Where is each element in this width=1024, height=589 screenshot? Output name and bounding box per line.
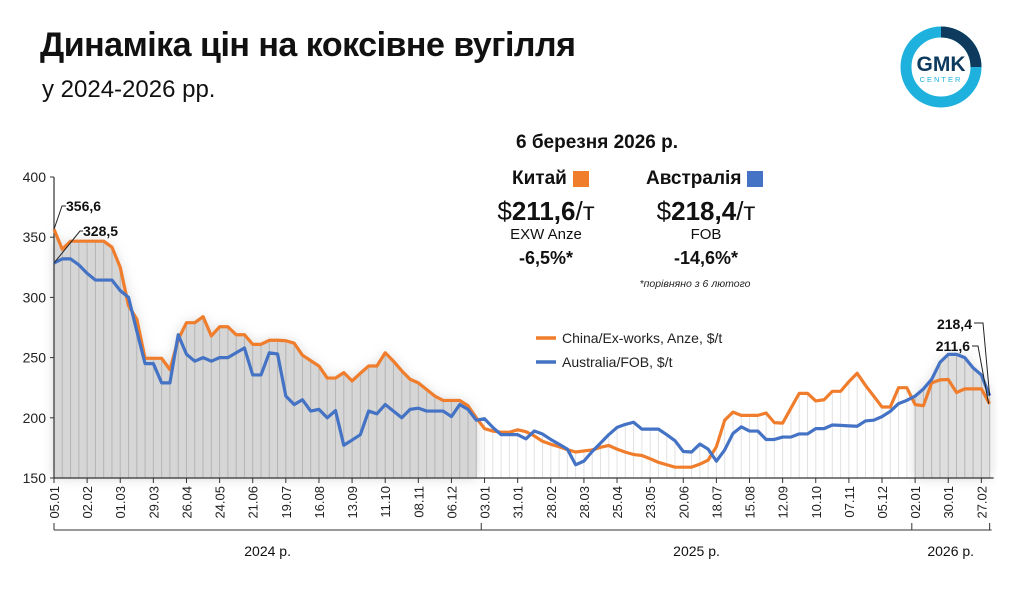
x-tick-label: 10.10 bbox=[809, 486, 824, 519]
china-basis: EXW Anze bbox=[510, 226, 582, 243]
svg-text:CENTER: CENTER bbox=[920, 75, 963, 84]
australia-price: $218,4/т bbox=[626, 196, 786, 227]
unit: /т bbox=[575, 196, 595, 226]
y-tick-label: 350 bbox=[23, 229, 47, 245]
currency: $ bbox=[497, 196, 512, 226]
y-tick-label: 400 bbox=[23, 169, 47, 185]
x-tick-label: 28.02 bbox=[544, 486, 559, 519]
summary-date: 6 березня 2026 р. bbox=[515, 132, 679, 153]
x-tick-label: 03.01 bbox=[478, 486, 493, 519]
y-tick-label: 250 bbox=[23, 350, 47, 366]
china-price-value: 211,6 bbox=[511, 196, 576, 226]
x-tick-label: 16.08 bbox=[312, 486, 327, 519]
area-fill-2026 bbox=[915, 354, 990, 478]
australia-color-swatch bbox=[747, 171, 764, 187]
x-tick-label: 23.05 bbox=[643, 486, 658, 519]
y-tick-label: 300 bbox=[23, 289, 47, 305]
area-fill-2024 bbox=[54, 229, 477, 478]
y-tick-label: 150 bbox=[23, 470, 47, 486]
unit: /т bbox=[736, 196, 756, 226]
legend-label: Australia/FOB, $/t bbox=[562, 354, 673, 370]
china-label: Китай bbox=[512, 168, 589, 190]
x-tick-label: 21.06 bbox=[246, 486, 261, 519]
gmk-center-logo: GMK CENTER bbox=[900, 26, 982, 108]
australia-label: Австралія bbox=[646, 168, 764, 190]
y-tick-label: 200 bbox=[23, 410, 47, 426]
x-tick-label: 05.12 bbox=[875, 486, 890, 519]
annotation-label: 218,4 bbox=[937, 316, 972, 332]
axes: 150 200 250 300 350 400 05.01 02.02 01.03 29.03 26… bbox=[23, 169, 994, 559]
x-tick-label: 08.11 bbox=[411, 486, 426, 518]
x-tick-label: 18.07 bbox=[709, 486, 724, 519]
annotation-label: 211,6 bbox=[936, 338, 970, 354]
page-title: Динаміка цін на коксівне вугілля bbox=[40, 26, 576, 64]
x-tick-label: 31.01 bbox=[511, 486, 526, 519]
x-tick-label: 13.09 bbox=[345, 486, 360, 519]
x-tick-label: 19.07 bbox=[279, 486, 294, 519]
area-fills bbox=[54, 229, 990, 478]
annotation-leader bbox=[53, 205, 66, 230]
china-price: $211,6/т bbox=[466, 196, 626, 227]
svg-text:GMK: GMK bbox=[917, 53, 966, 76]
australia-label-text: Австралія bbox=[646, 168, 742, 189]
x-tick-label: 06.12 bbox=[444, 486, 459, 519]
x-tick-label: 27.02 bbox=[974, 486, 989, 519]
x-tick-label: 02.01 bbox=[908, 486, 923, 519]
australia-fob-line bbox=[53, 257, 992, 467]
annotation-label: 328,5 bbox=[83, 223, 118, 239]
australia-basis: FOB bbox=[690, 226, 722, 243]
legend: China/Ex-works, Anze, $/t Australia/FOB, … bbox=[536, 330, 722, 370]
x-tick-label: 20.06 bbox=[676, 486, 691, 519]
china-color-swatch bbox=[572, 171, 589, 187]
x-tick-label: 30.01 bbox=[941, 486, 956, 519]
year-label: 2025 р. bbox=[673, 543, 720, 559]
x-tick-label: 02.02 bbox=[80, 486, 95, 519]
x-tick-label: 15.08 bbox=[743, 486, 758, 519]
annotation-leader bbox=[974, 322, 991, 396]
x-tick-label: 24.05 bbox=[213, 486, 228, 519]
week-gridlines bbox=[53, 229, 991, 478]
x-tick-label: 11.10 bbox=[378, 486, 393, 518]
legend-label: China/Ex-works, Anze, $/t bbox=[562, 330, 722, 346]
australia-price-value: 218,4 bbox=[671, 196, 737, 226]
currency: $ bbox=[656, 196, 672, 226]
china-change: -6,5%* bbox=[518, 248, 574, 268]
series-lines bbox=[52, 228, 992, 469]
annotation-leader bbox=[972, 345, 990, 404]
year-label: 2024 р. bbox=[244, 543, 291, 559]
china-exworks-line bbox=[52, 228, 992, 469]
annotation-label: 356,6 bbox=[66, 198, 101, 214]
x-tick-label: 25.04 bbox=[610, 486, 625, 519]
page-subtitle: у 2024-2026 рр. bbox=[42, 76, 216, 103]
x-tick-label: 29.03 bbox=[146, 486, 161, 519]
x-tick-label: 12.09 bbox=[776, 486, 791, 519]
x-tick-label: 05.01 bbox=[47, 486, 62, 519]
footnote: *порівняно з 6 лютого bbox=[639, 278, 751, 290]
australia-change: -14,6%* bbox=[673, 248, 739, 268]
year-label: 2026 р. bbox=[927, 543, 974, 559]
x-tick-label: 28.03 bbox=[577, 486, 592, 519]
china-label-text: Китай bbox=[512, 168, 567, 189]
annotations: 356,6 328,5 218,4 211,6 bbox=[53, 198, 991, 404]
x-tick-label: 26.04 bbox=[179, 486, 194, 519]
x-tick-label: 01.03 bbox=[113, 486, 128, 519]
annotation-leader bbox=[53, 230, 83, 264]
x-tick-label: 07.11 bbox=[842, 486, 857, 518]
